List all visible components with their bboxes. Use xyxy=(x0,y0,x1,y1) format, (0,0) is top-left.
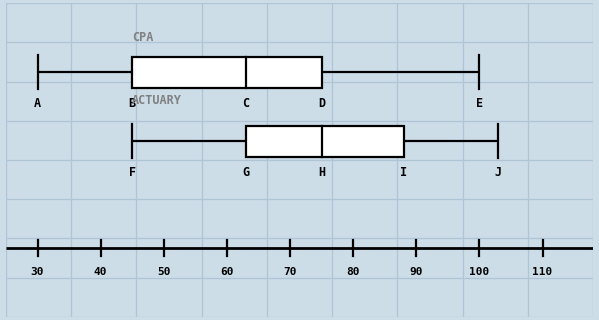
Text: A: A xyxy=(34,97,41,110)
Text: D: D xyxy=(318,97,325,110)
Text: H: H xyxy=(318,166,325,179)
Text: 50: 50 xyxy=(157,267,171,276)
Text: 110: 110 xyxy=(533,267,553,276)
Text: 30: 30 xyxy=(31,267,44,276)
Text: C: C xyxy=(242,97,249,110)
Text: 70: 70 xyxy=(283,267,297,276)
Text: F: F xyxy=(129,166,136,179)
Text: B: B xyxy=(129,97,136,110)
Text: 90: 90 xyxy=(410,267,423,276)
Text: 100: 100 xyxy=(469,267,489,276)
Text: E: E xyxy=(476,97,483,110)
Text: G: G xyxy=(242,166,249,179)
Bar xyxy=(132,57,322,88)
Text: 40: 40 xyxy=(94,267,107,276)
Text: I: I xyxy=(400,166,407,179)
Text: J: J xyxy=(495,166,502,179)
Bar xyxy=(246,125,404,157)
Text: 60: 60 xyxy=(220,267,234,276)
Text: CPA: CPA xyxy=(132,31,153,44)
Text: 80: 80 xyxy=(346,267,360,276)
Text: ACTUARY: ACTUARY xyxy=(132,94,182,107)
